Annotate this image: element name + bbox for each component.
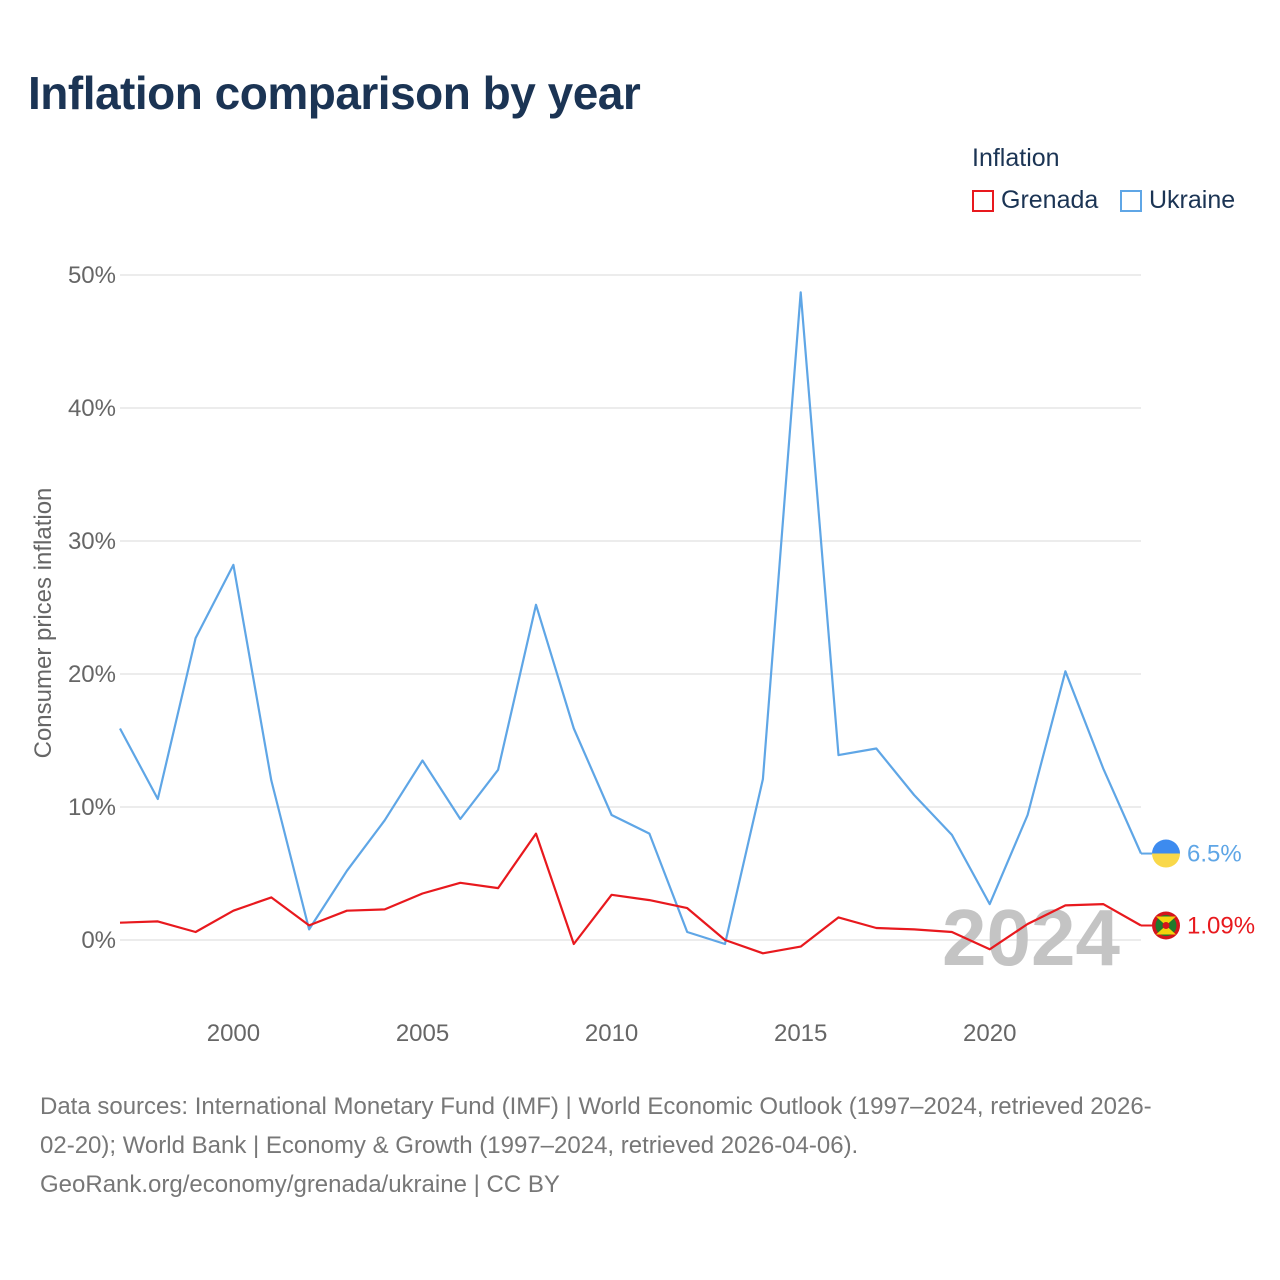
point-grenada[interactable] [987, 946, 993, 952]
legend-swatch-ukraine [1120, 189, 1142, 212]
point-grenada[interactable] [420, 890, 426, 896]
x-axis-ticks: 2000 2005 2010 2015 2020 [207, 1020, 1017, 1047]
gridlines [120, 274, 1141, 941]
point-ukraine[interactable] [495, 767, 501, 773]
legend-item-grenada[interactable]: Grenada [972, 186, 1098, 215]
legend-item-ukraine[interactable]: Ukraine [1120, 186, 1235, 215]
point-grenada[interactable] [835, 914, 841, 920]
line-ukraine[interactable] [119, 291, 1143, 946]
legend-label-grenada: Grenada [1001, 186, 1099, 214]
year-watermark: 2024 [942, 893, 1120, 982]
end-label-grenada: 1.09% [1187, 913, 1255, 940]
point-ukraine[interactable] [457, 816, 463, 822]
sources-line-1: Data sources: International Monetary Fun… [40, 1093, 1152, 1120]
point-grenada[interactable] [760, 950, 766, 956]
x-tick-label: 2000 [207, 1020, 260, 1047]
point-ukraine[interactable] [684, 929, 690, 935]
y-tick-label: 30% [68, 528, 116, 555]
line-grenada[interactable] [119, 832, 1142, 955]
end-label-ukraine: 6.5% [1187, 841, 1242, 868]
point-grenada[interactable] [873, 925, 879, 931]
point-grenada[interactable] [1100, 901, 1106, 907]
point-ukraine[interactable] [117, 726, 123, 732]
point-grenada[interactable] [268, 894, 274, 900]
y-tick-label: 20% [68, 661, 116, 688]
legend-swatch-grenada [972, 189, 994, 212]
y-tick-label: 40% [68, 395, 116, 422]
point-ukraine[interactable] [344, 868, 350, 874]
point-grenada[interactable] [722, 937, 728, 943]
end-labels: 6.5% 1.09% [1141, 839, 1255, 940]
x-tick-label: 2010 [585, 1020, 638, 1047]
chart-title: Inflation comparison by year [28, 67, 641, 119]
y-axis-ticks: 0% 10% 20% 30% 40% 50% [68, 262, 116, 954]
x-tick-label: 2020 [963, 1020, 1016, 1047]
point-grenada[interactable] [798, 944, 804, 950]
point-grenada[interactable] [533, 831, 539, 837]
x-tick-label: 2005 [396, 1020, 449, 1047]
point-grenada[interactable] [949, 929, 955, 935]
point-grenada[interactable] [155, 918, 161, 924]
y-tick-label: 0% [81, 927, 116, 954]
point-grenada[interactable] [1025, 921, 1031, 927]
point-grenada[interactable] [684, 905, 690, 911]
point-grenada[interactable] [646, 897, 652, 903]
point-grenada[interactable] [344, 908, 350, 914]
point-grenada[interactable] [117, 920, 123, 926]
point-ukraine[interactable] [987, 901, 993, 907]
point-grenada[interactable] [230, 908, 236, 914]
point-grenada[interactable] [571, 941, 577, 947]
point-ukraine[interactable] [420, 757, 426, 763]
point-ukraine[interactable] [533, 602, 539, 608]
line-chart: 0% 10% 20% 30% 40% 50% 2000 2005 2010 2015 2020 C… [30, 262, 1255, 1047]
point-ukraine[interactable] [268, 777, 274, 783]
sources-line-2: 02-20); World Bank | Economy & Growth (1… [40, 1132, 859, 1159]
point-grenada[interactable] [382, 906, 388, 912]
point-ukraine[interactable] [911, 792, 917, 798]
legend-label-ukraine: Ukraine [1149, 186, 1236, 214]
point-grenada[interactable] [609, 892, 615, 898]
point-ukraine[interactable] [155, 796, 161, 802]
point-ukraine[interactable] [798, 289, 804, 295]
point-ukraine[interactable] [949, 832, 955, 838]
point-ukraine[interactable] [835, 752, 841, 758]
point-grenada[interactable] [1062, 902, 1068, 908]
point-ukraine[interactable] [571, 726, 577, 732]
point-ukraine[interactable] [873, 745, 879, 751]
series-ukraine [117, 289, 1143, 946]
point-ukraine[interactable] [1025, 812, 1031, 818]
point-grenada[interactable] [457, 880, 463, 886]
y-tick-label: 50% [68, 262, 116, 289]
sources-line-3[interactable]: GeoRank.org/economy/grenada/ukraine | CC… [40, 1171, 560, 1198]
series-grenada [117, 831, 1142, 956]
y-axis-label: Consumer prices inflation [30, 488, 57, 759]
point-grenada[interactable] [306, 922, 312, 928]
point-ukraine[interactable] [382, 817, 388, 823]
point-grenada[interactable] [911, 926, 917, 932]
point-ukraine[interactable] [1062, 668, 1068, 674]
series-lines [117, 289, 1143, 956]
data-sources: Data sources: International Monetary Fun… [40, 1087, 1250, 1204]
point-ukraine[interactable] [1100, 765, 1106, 771]
point-ukraine[interactable] [760, 776, 766, 782]
point-grenada[interactable] [193, 929, 199, 935]
point-ukraine[interactable] [646, 831, 652, 837]
y-tick-label: 10% [68, 794, 116, 821]
point-ukraine[interactable] [193, 635, 199, 641]
ukraine-flag-icon [1152, 839, 1181, 868]
point-grenada[interactable] [495, 885, 501, 891]
x-tick-label: 2015 [774, 1020, 827, 1047]
grenada-flag-icon [1152, 911, 1180, 940]
point-ukraine[interactable] [609, 812, 615, 818]
legend-title: Inflation [972, 144, 1060, 172]
point-ukraine[interactable] [230, 562, 236, 568]
